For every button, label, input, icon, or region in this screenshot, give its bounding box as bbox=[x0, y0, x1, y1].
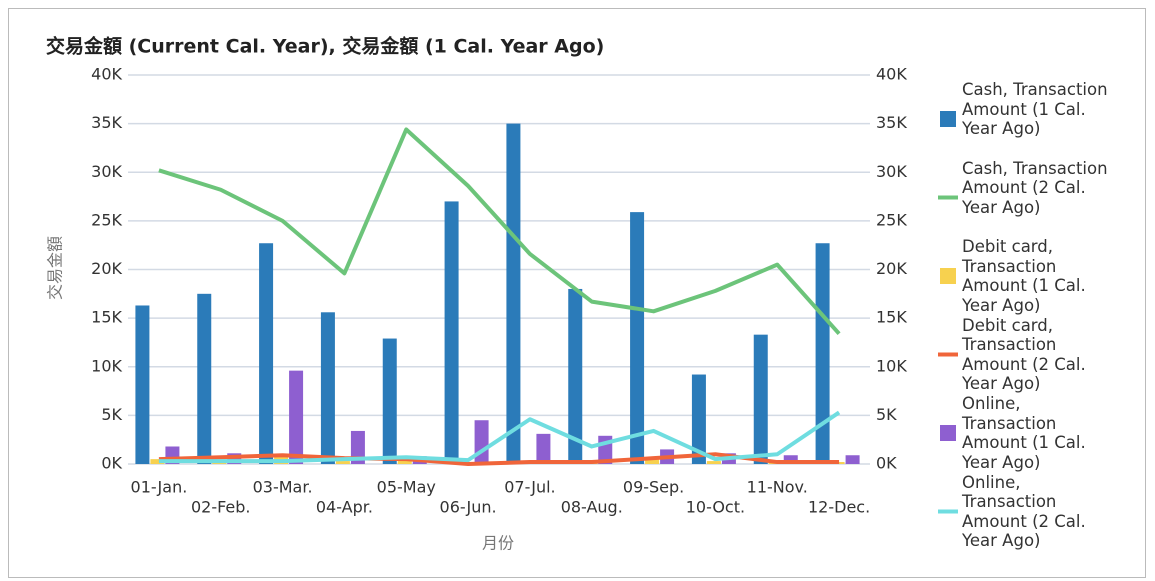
bar bbox=[474, 420, 489, 464]
y-tick-label: 25K bbox=[91, 210, 122, 229]
y-tick-label: 20K bbox=[91, 259, 122, 278]
legend-label: Online, Transaction Amount (2 Cal. Year … bbox=[962, 472, 1086, 551]
frame bbox=[8, 8, 1146, 578]
bar bbox=[568, 288, 583, 464]
x-tick-label: 08-Aug. bbox=[561, 498, 623, 517]
y-tick-label: 30K bbox=[91, 162, 122, 181]
legend-label: Cash, Transaction Amount (2 Cal. Year Ag… bbox=[962, 158, 1108, 217]
y2-tick-label: 40K bbox=[876, 65, 907, 84]
bar bbox=[289, 370, 304, 464]
y2-tick-label: 10K bbox=[876, 356, 907, 375]
y2-tick-label: 25K bbox=[876, 210, 907, 229]
line bbox=[158, 452, 840, 466]
bar bbox=[630, 212, 645, 464]
y2-tick-label: 15K bbox=[876, 308, 907, 327]
bar bbox=[382, 338, 397, 464]
x-tick-label: 10-Oct. bbox=[686, 498, 745, 517]
legend-marker bbox=[940, 425, 956, 441]
y2-tick-label: 5K bbox=[876, 405, 897, 424]
legend-marker bbox=[940, 268, 956, 284]
x-tick-label: 02-Feb. bbox=[191, 498, 251, 517]
bar bbox=[335, 461, 350, 464]
bar bbox=[350, 430, 365, 464]
bar bbox=[815, 243, 830, 464]
x-tick-label: 12-Dec. bbox=[808, 498, 870, 517]
bar bbox=[506, 123, 521, 464]
x-tick-label: 11-Nov. bbox=[747, 478, 808, 497]
legend-label: Debit card, Transaction Amount (1 Cal. Y… bbox=[962, 237, 1086, 315]
legend-label: Online, Transaction Amount (1 Cal. Year … bbox=[962, 394, 1086, 472]
y-tick-label: 40K bbox=[91, 65, 122, 84]
y2-tick-label: 20K bbox=[876, 259, 907, 278]
bar bbox=[753, 334, 768, 464]
x-tick-label: 07-Jul. bbox=[504, 478, 555, 497]
line bbox=[158, 127, 841, 336]
x-tick-label: 04-Apr. bbox=[316, 498, 373, 517]
y2-tick-label: 0K bbox=[876, 454, 897, 473]
y-tick-label: 5K bbox=[101, 405, 122, 424]
x-tick-label: 01-Jan. bbox=[131, 478, 188, 497]
bar bbox=[691, 374, 706, 464]
bar bbox=[259, 243, 274, 464]
x-tick-label: 03-Mar. bbox=[253, 478, 313, 497]
y2-tick-label: 35K bbox=[876, 113, 907, 132]
bar bbox=[397, 459, 412, 464]
bar bbox=[706, 461, 721, 464]
legend-marker bbox=[940, 111, 956, 127]
bar bbox=[444, 201, 459, 465]
legend-label: Cash, Transaction Amount (1 Cal. Year Ag… bbox=[962, 80, 1108, 138]
line bbox=[158, 410, 841, 464]
y-tick-label: 10K bbox=[91, 356, 122, 375]
legend-label: Debit card, Transaction Amount (2 Cal. Y… bbox=[962, 315, 1086, 394]
x-tick-label: 05-May bbox=[377, 478, 436, 497]
bar bbox=[150, 459, 165, 464]
bar bbox=[783, 455, 798, 464]
chart-title: 交易金額 (Current Cal. Year), 交易金額 (1 Cal. Y… bbox=[46, 35, 604, 58]
bar bbox=[645, 458, 660, 464]
x-tick-label: 09-Sep. bbox=[623, 478, 684, 497]
y-tick-label: 0K bbox=[101, 454, 122, 473]
bar bbox=[135, 305, 150, 464]
y-tick-label: 35K bbox=[91, 113, 122, 132]
bar bbox=[320, 312, 335, 464]
y-axis-label: 交易金額 bbox=[46, 236, 65, 300]
x-axis-label: 月份 bbox=[482, 534, 514, 553]
bar bbox=[845, 455, 860, 464]
y-tick-label: 15K bbox=[91, 308, 122, 327]
x-tick-label: 06-Jun. bbox=[440, 498, 497, 517]
y2-tick-label: 30K bbox=[876, 162, 907, 181]
bar bbox=[197, 293, 212, 464]
bar bbox=[536, 433, 551, 464]
